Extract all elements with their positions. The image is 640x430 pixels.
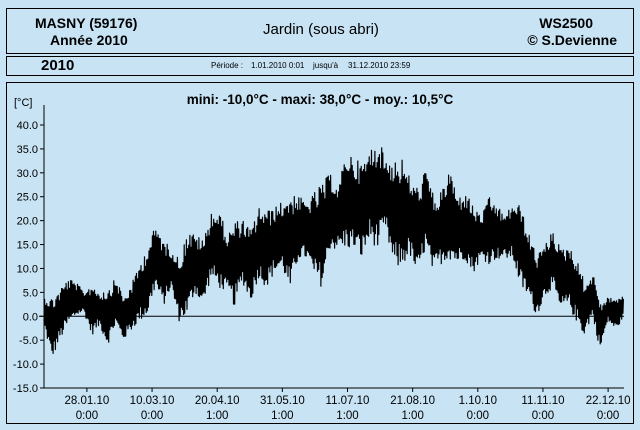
chart-header: MASNY (59176) Année 2010 Jardin (sous ab… (6, 8, 634, 54)
device-name: WS2500 (539, 15, 593, 31)
period-start: 1.01.2010 0:01 (251, 61, 305, 70)
station-name: MASNY (59176) (35, 15, 138, 31)
period-year: 2010 (41, 57, 75, 74)
period-label: Période : (211, 61, 244, 70)
period-until-label: jusqu'à (313, 61, 339, 70)
copyright: © S.Devienne (527, 32, 617, 48)
period-end: 31.12.2010 23:59 (348, 61, 411, 70)
chart-title: Jardin (sous abri) (263, 21, 379, 38)
period-bar: 2010 Période : 1.01.2010 0:01 jusqu'à 31… (6, 56, 634, 76)
year-label: Année 2010 (50, 32, 128, 48)
stats-summary: mini: -10,0°C - maxi: 38,0°C - moy.: 10,… (186, 92, 454, 107)
plot-frame (6, 82, 634, 424)
